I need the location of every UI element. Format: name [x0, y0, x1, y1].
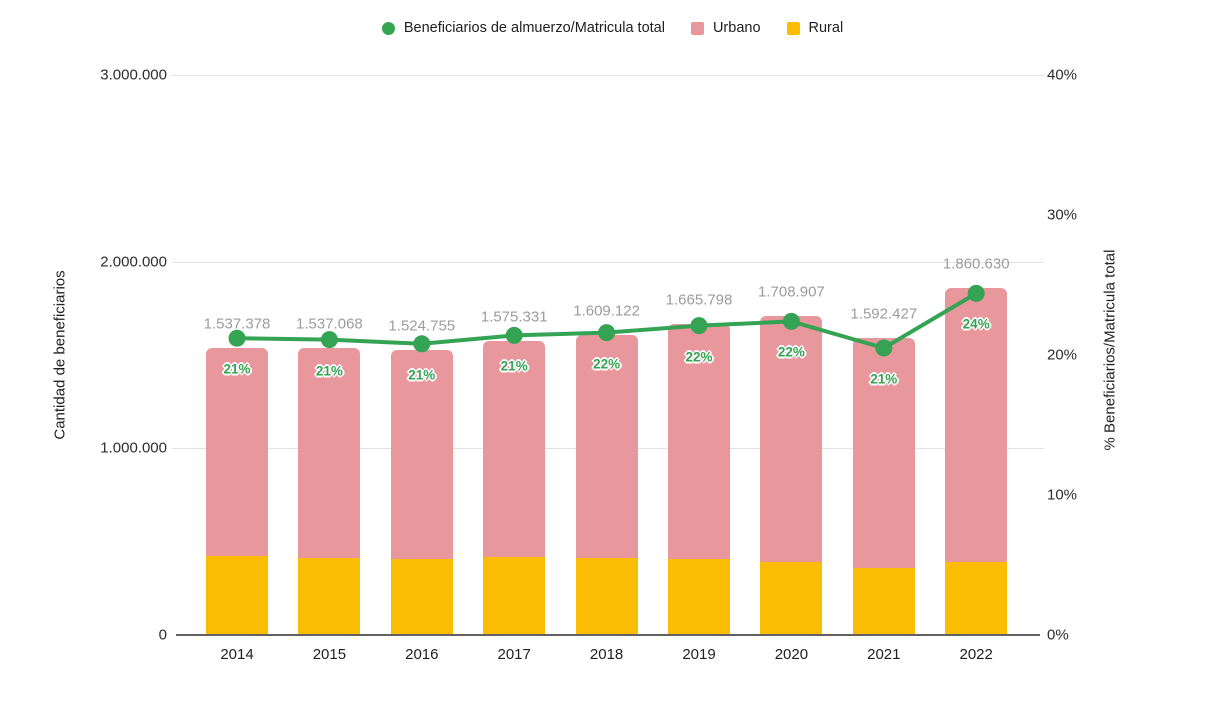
legend-item-rural: Rural	[786, 20, 844, 36]
bar-rural-2015	[298, 557, 361, 635]
bar-total-label-2016: 1.524.755	[388, 317, 456, 335]
legend-label-rural: Rural	[808, 20, 844, 36]
left-axis-title: Cantidad de beneficiarios	[51, 270, 69, 440]
x-axis-label-2022: 2022	[959, 646, 993, 663]
legend-item-line-series: Beneficiarios de almuerzo/Matricula tota…	[381, 20, 665, 36]
x-axis-label-2016: 2016	[405, 646, 439, 663]
bar-total-label-2018: 1.609.122	[573, 302, 640, 320]
left-axis-tick: 0	[158, 626, 167, 644]
right-axis-title: % Beneficiarios/Matricula total	[1101, 249, 1119, 451]
right-axis-tick: 20%	[1047, 346, 1078, 364]
bar-rural-2022	[945, 562, 1008, 635]
bar-total-label-2015: 1.537.068	[296, 315, 363, 333]
bar-rural-2021	[852, 567, 915, 635]
x-axis-baseline	[176, 634, 1040, 636]
bar-total-label-2021: 1.592.427	[850, 305, 918, 323]
right-axis-tick: 10%	[1047, 486, 1078, 504]
x-axis-label-2018: 2018	[589, 646, 624, 663]
legend-label-line-series: Beneficiarios de almuerzo/Matricula tota…	[403, 20, 665, 36]
pct-label-2020: 22%	[777, 344, 805, 360]
x-axis-label-2021: 2021	[867, 646, 901, 663]
legend-square-swatch-rural-icon	[786, 21, 800, 35]
pct-label-2016: 21%	[408, 367, 436, 383]
pct-label-2015: 21%	[315, 363, 343, 379]
chart-legend: Beneficiarios de almuerzo/Matricula tota…	[0, 20, 1225, 36]
pct-label-2018: 22%	[593, 356, 621, 372]
bar-rural-2018	[575, 557, 638, 635]
x-axis-label-2019: 2019	[682, 646, 716, 663]
gridline-3.000.000	[172, 75, 1044, 76]
pct-point-2015	[320, 331, 338, 349]
bar-total-label-2022: 1.860.630	[942, 255, 1010, 273]
x-axis-label-2020: 2020	[774, 646, 809, 663]
bar-total-label-2020: 1.708.907	[758, 283, 825, 301]
gridline-2.000.000	[172, 261, 1044, 263]
legend-circle-swatch-icon	[381, 21, 395, 35]
bar-rural-2020	[760, 562, 823, 635]
legend-item-urbano: Urbano	[690, 20, 761, 36]
x-axis-label-2015: 2015	[312, 646, 347, 663]
bar-total-label-2019: 1.665.798	[665, 291, 733, 309]
legend-label-urbano: Urbano	[712, 20, 761, 36]
bar-total-label-2017: 1.575.331	[480, 308, 548, 326]
pct-label-2022: 24%	[962, 316, 990, 332]
left-axis-tick: 2.000.000	[100, 253, 167, 271]
bar-rural-2016	[390, 559, 453, 635]
bar-total-label-2014: 1.537.378	[203, 315, 271, 333]
left-axis-tick: 3.000.000	[100, 66, 167, 84]
pct-label-2019: 22%	[685, 349, 713, 365]
left-axis-tick: 1.000.000	[100, 439, 167, 457]
bar-rural-2017	[483, 556, 546, 635]
legend-square-swatch-urbano-icon	[690, 21, 704, 35]
bar-rural-2019	[668, 559, 730, 635]
right-axis-tick: 0%	[1047, 626, 1069, 644]
bar-rural-2014	[206, 556, 268, 635]
x-axis-label-2017: 2017	[497, 646, 531, 663]
x-axis-label-2014: 2014	[220, 646, 254, 663]
pct-label-2014: 21%	[223, 361, 251, 377]
right-axis-tick: 30%	[1047, 206, 1078, 224]
right-axis-tick: 40%	[1047, 66, 1078, 84]
pct-label-2017: 21%	[500, 358, 528, 374]
pct-label-2021: 21%	[870, 371, 898, 387]
